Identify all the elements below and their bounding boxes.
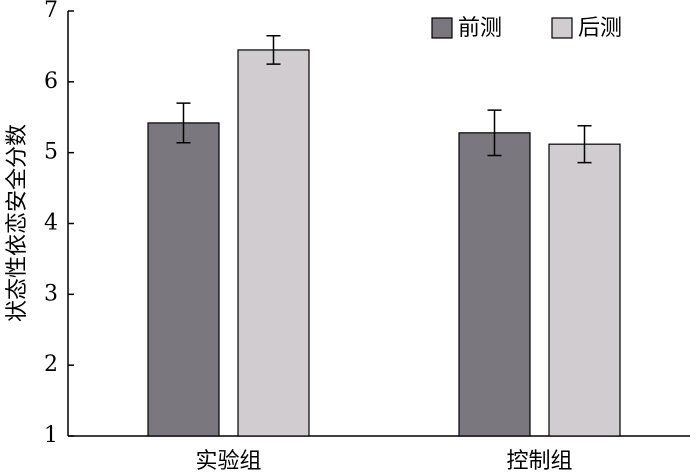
bar — [548, 143, 621, 437]
y-tick-label: 6 — [44, 69, 58, 94]
bar — [147, 122, 220, 437]
y-tick-label: 2 — [44, 352, 58, 377]
error-bar — [176, 102, 191, 144]
error-bar — [487, 109, 502, 157]
legend-swatch — [551, 17, 573, 39]
legend-label: 后测 — [578, 16, 622, 41]
y-tick-label: 7 — [44, 0, 58, 23]
y-tick-label: 3 — [44, 281, 58, 306]
y-tick-label: 5 — [44, 140, 58, 165]
x-tick-label: 实验组 — [195, 449, 261, 474]
y-tick-label: 1 — [44, 423, 58, 448]
legend-swatch — [431, 17, 453, 39]
y-tick-label: 4 — [44, 211, 58, 236]
bar — [237, 49, 310, 437]
bar — [458, 132, 531, 437]
y-axis-label: 状态性依恋安全分数 — [5, 124, 30, 322]
error-bar — [577, 125, 592, 164]
error-bar — [266, 35, 281, 65]
legend-label: 前测 — [458, 16, 502, 41]
x-tick-label: 控制组 — [506, 449, 572, 474]
